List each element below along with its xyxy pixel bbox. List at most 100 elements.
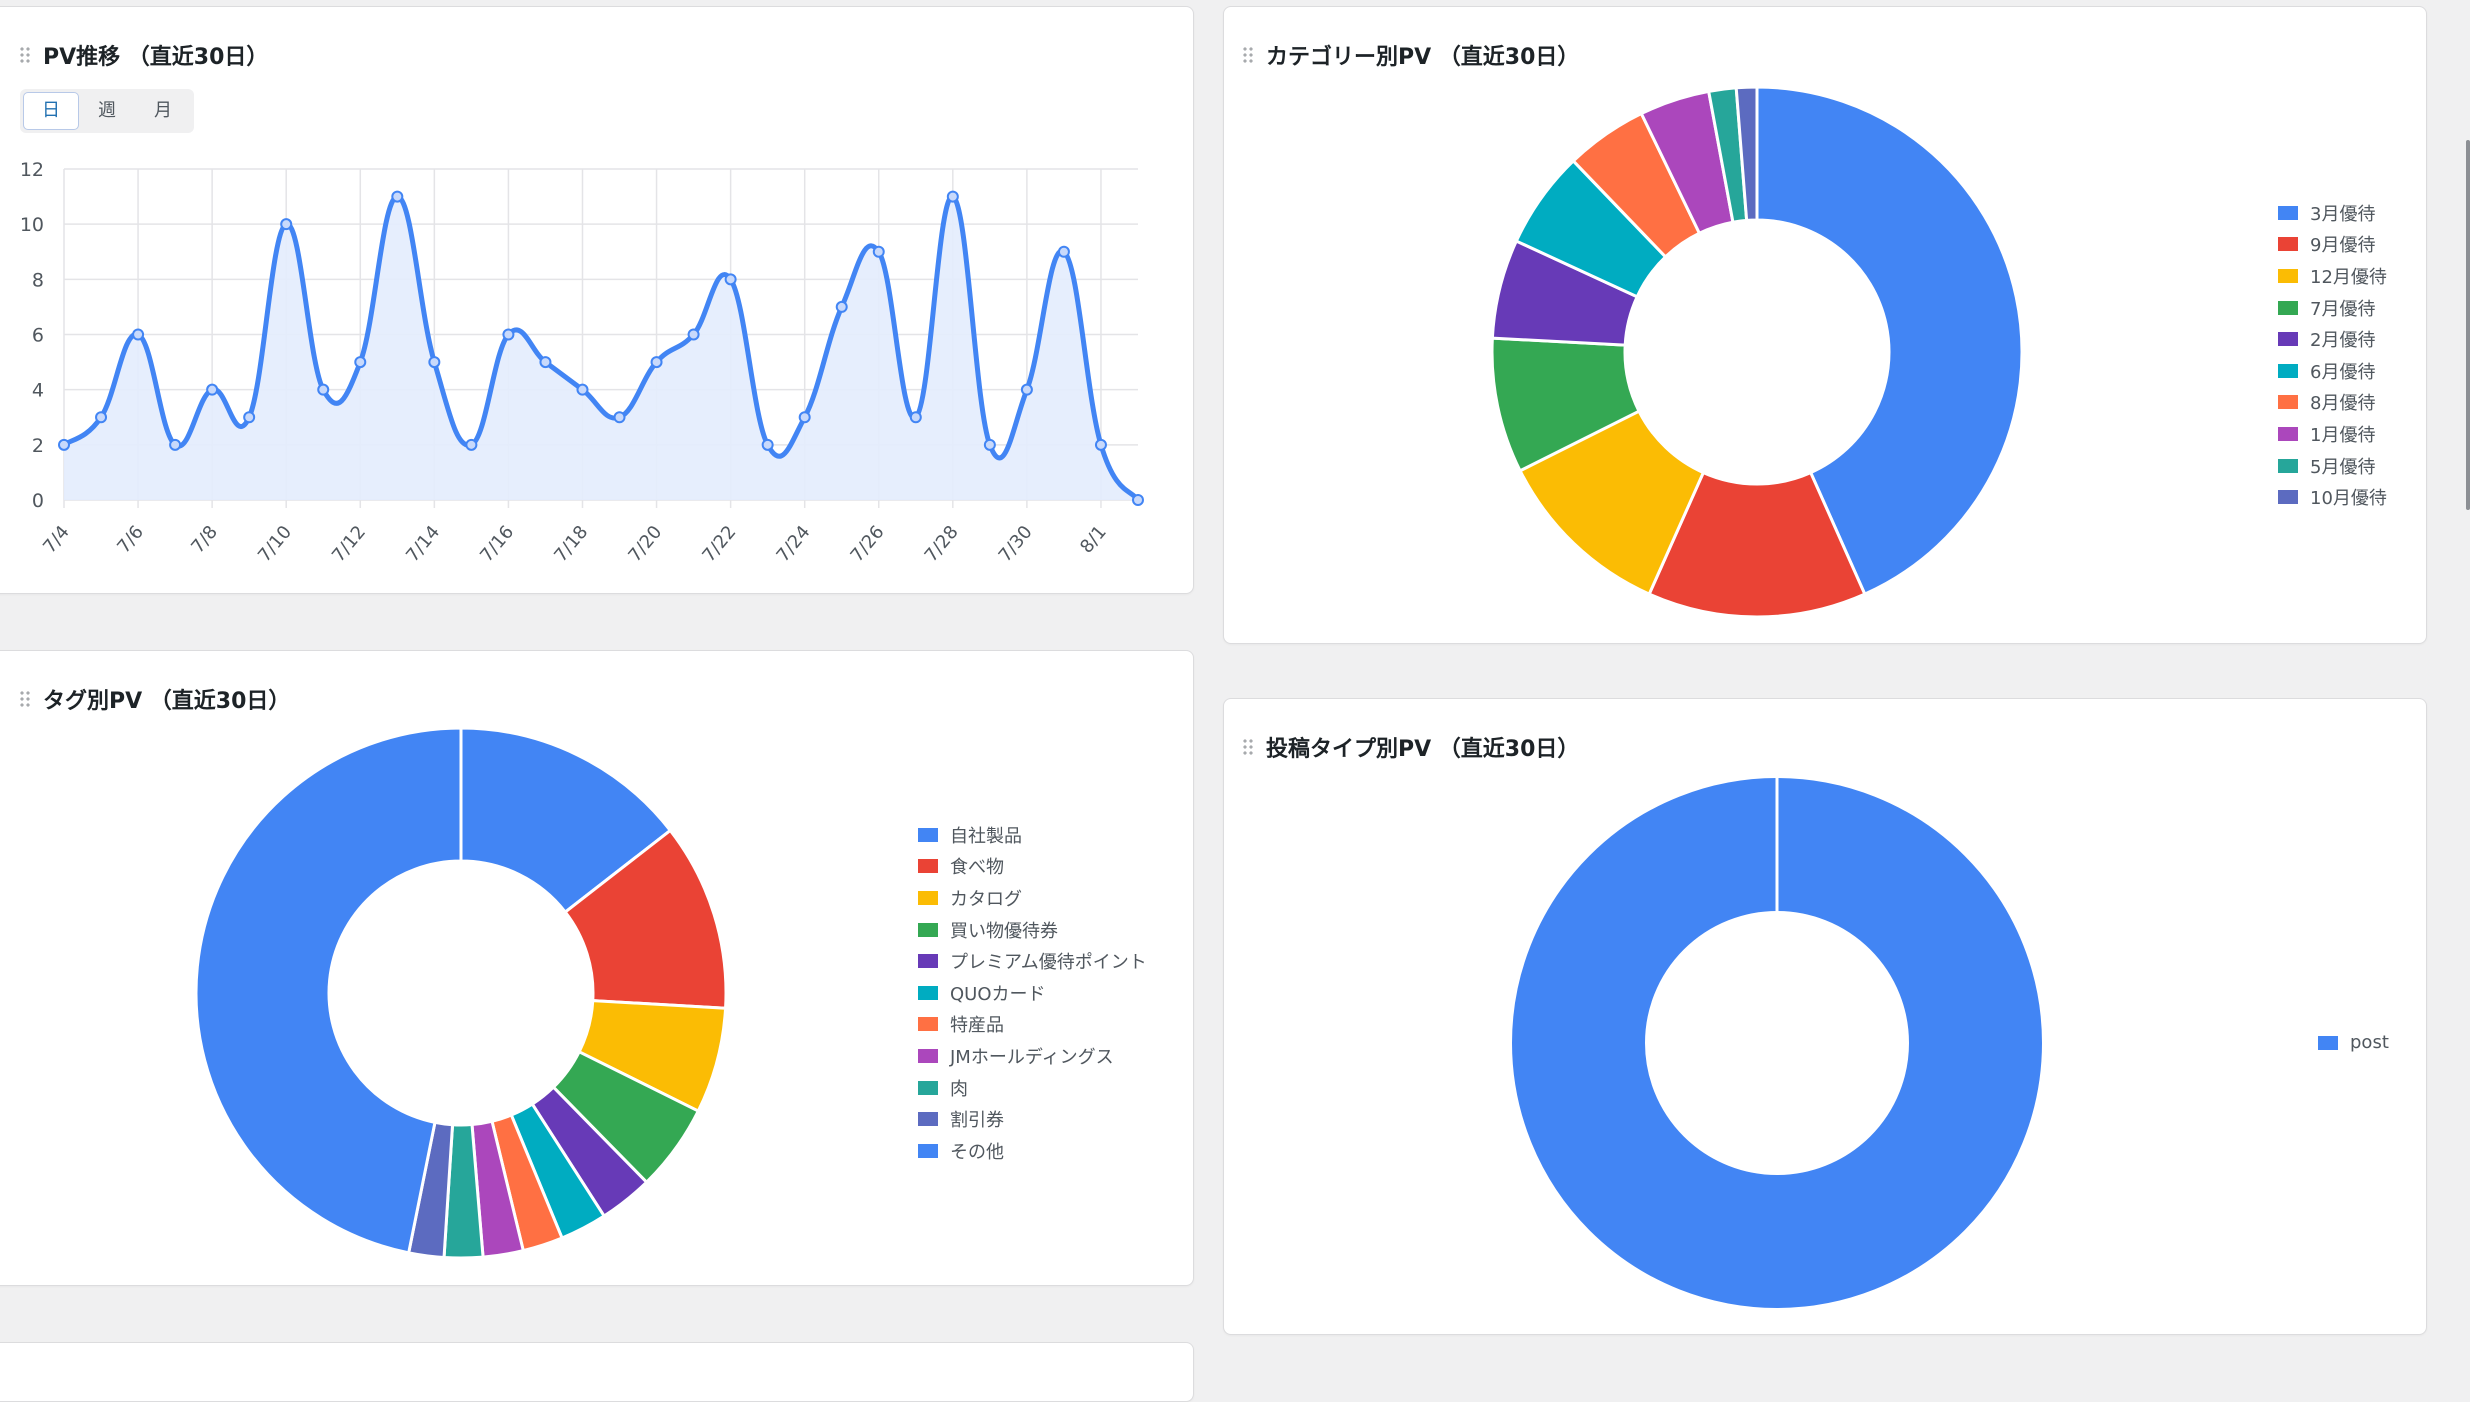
y-tick-label: 6 bbox=[32, 325, 44, 347]
legend-label: post bbox=[2350, 1032, 2389, 1054]
pv-trend-title: PV推移 （直近30日） bbox=[19, 39, 268, 71]
legend-item[interactable]: 10月優待 bbox=[2278, 481, 2387, 513]
legend-item[interactable]: 7月優待 bbox=[2278, 292, 2387, 324]
legend-item[interactable]: 5月優待 bbox=[2278, 450, 2387, 482]
donut-slice bbox=[1647, 471, 1867, 619]
pv-data-point bbox=[909, 411, 922, 424]
x-tick-label: 7/6 bbox=[113, 522, 148, 558]
legend-item[interactable]: 割引券 bbox=[918, 1103, 1147, 1135]
page-scrollbar[interactable] bbox=[2466, 140, 2470, 510]
y-tick-label: 2 bbox=[32, 435, 44, 457]
legend-swatch bbox=[918, 1048, 938, 1063]
pv-data-point bbox=[761, 438, 774, 451]
legend-item[interactable]: 6月優待 bbox=[2278, 355, 2387, 387]
post-type-chart bbox=[1512, 778, 2042, 1308]
donut-slice bbox=[1734, 85, 1759, 222]
legend-swatch bbox=[918, 1080, 938, 1095]
legend-item[interactable]: 2月優待 bbox=[2278, 323, 2387, 355]
legend-item[interactable]: 買い物優待券 bbox=[918, 914, 1147, 946]
legend-item[interactable]: プレミアム優待ポイント bbox=[918, 945, 1147, 977]
pv-data-point bbox=[354, 356, 367, 369]
pv-data-point bbox=[1132, 494, 1144, 506]
legend-label: 肉 bbox=[950, 1078, 968, 1100]
legend-item[interactable]: QUOカード bbox=[918, 977, 1147, 1009]
legend-item[interactable]: post bbox=[2318, 1027, 2389, 1059]
legend-label: 8月優待 bbox=[2310, 393, 2376, 415]
legend-swatch bbox=[918, 954, 938, 969]
legend-swatch bbox=[918, 985, 938, 1000]
category-legend: 3月優待 9月優待 12月優待 7月優待 2月優待 6月優待 8月優待 1月優待 5月優待 10月… bbox=[2278, 197, 2387, 513]
drag-handle-icon[interactable] bbox=[1242, 46, 1254, 64]
legend-item[interactable]: 12月優待 bbox=[2278, 260, 2387, 292]
legend-label: 1月優待 bbox=[2310, 424, 2376, 446]
legend-item[interactable]: その他 bbox=[918, 1135, 1147, 1167]
pv-data-point bbox=[835, 300, 848, 313]
legend-swatch bbox=[2278, 490, 2298, 505]
legend-swatch bbox=[2278, 458, 2298, 473]
pv-trend-title-text: PV推移 （直近30日） bbox=[43, 45, 269, 70]
x-tick-label: 7/8 bbox=[187, 522, 222, 558]
legend-swatch bbox=[2278, 205, 2298, 220]
y-tick-label: 4 bbox=[32, 380, 44, 402]
legend-label: 12月優待 bbox=[2310, 266, 2387, 288]
legend-item[interactable]: 1月優待 bbox=[2278, 418, 2387, 450]
legend-label: 特産品 bbox=[950, 1015, 1004, 1037]
legend-item[interactable]: 肉 bbox=[918, 1072, 1147, 1104]
legend-item[interactable]: JMホールディングス bbox=[918, 1040, 1147, 1072]
y-tick-label: 12 bbox=[20, 159, 44, 181]
category-card: カテゴリー別PV （直近30日） 3月優待 9月優待 12月優待 7月優待 2月優待 6月… bbox=[1223, 6, 2427, 644]
legend-swatch bbox=[918, 1143, 938, 1158]
tag-chart bbox=[194, 726, 728, 1260]
legend-label: プレミアム優待ポイント bbox=[950, 952, 1147, 974]
post-type-card: 投稿タイプ別PV （直近30日） post bbox=[1223, 698, 2427, 1335]
legend-item[interactable]: 特産品 bbox=[918, 1009, 1147, 1041]
pv-data-point bbox=[428, 356, 441, 369]
pv-data-point bbox=[983, 438, 996, 451]
legend-label: 買い物優待券 bbox=[950, 920, 1058, 942]
pv-data-point bbox=[58, 438, 70, 451]
x-tick-label: 7/26 bbox=[847, 522, 889, 566]
pv-data-point bbox=[650, 356, 663, 369]
legend-swatch bbox=[918, 859, 938, 874]
legend-label: 10月優待 bbox=[2310, 488, 2387, 510]
pv-data-point bbox=[169, 438, 182, 451]
drag-handle-icon[interactable] bbox=[19, 690, 31, 708]
post-type-title-text: 投稿タイプ別PV （直近30日） bbox=[1266, 737, 1580, 762]
post-type-title: 投稿タイプ別PV （直近30日） bbox=[1242, 731, 1579, 763]
period-month-button[interactable]: 月 bbox=[154, 100, 172, 121]
y-tick-label: 10 bbox=[20, 214, 44, 236]
tag-title: タグ別PV （直近30日） bbox=[19, 683, 290, 715]
legend-item[interactable]: 8月優待 bbox=[2278, 387, 2387, 419]
legend-item[interactable]: 3月優待 bbox=[2278, 197, 2387, 229]
legend-swatch bbox=[2278, 268, 2298, 283]
legend-item[interactable]: 自社製品 bbox=[918, 819, 1147, 851]
pv-data-point bbox=[132, 328, 145, 341]
period-toggle: 日 週 月 bbox=[20, 89, 194, 133]
legend-swatch bbox=[918, 890, 938, 905]
legend-item[interactable]: カタログ bbox=[918, 882, 1147, 914]
legend-swatch bbox=[918, 922, 938, 937]
x-tick-label: 7/30 bbox=[995, 522, 1037, 566]
pv-data-point bbox=[687, 328, 700, 341]
legend-label: JMホールディングス bbox=[950, 1046, 1114, 1068]
period-week-button[interactable]: 週 bbox=[98, 100, 116, 121]
period-day-button[interactable]: 日 bbox=[23, 92, 79, 130]
legend-swatch bbox=[918, 827, 938, 842]
drag-handle-icon[interactable] bbox=[19, 46, 31, 64]
legend-label: 食べ物 bbox=[950, 857, 1004, 879]
tag-card: タグ別PV （直近30日） 自社製品食べ物カタログ買い物優待券プレミアム優待ポイ… bbox=[0, 650, 1194, 1286]
y-tick-label: 8 bbox=[32, 269, 44, 291]
pv-data-point bbox=[946, 190, 959, 203]
drag-handle-icon[interactable] bbox=[1242, 738, 1254, 756]
pv-data-point bbox=[798, 411, 811, 424]
x-tick-label: 7/4 bbox=[39, 522, 74, 558]
pv-trend-card: PV推移 （直近30日） 日 週 月 0 2 4 6 8 10 12 7/4 7/6 7/8 7/1… bbox=[0, 6, 1194, 594]
pv-data-point bbox=[872, 245, 885, 258]
legend-item[interactable]: 食べ物 bbox=[918, 851, 1147, 883]
legend-label: QUOカード bbox=[950, 983, 1046, 1005]
legend-item[interactable]: 9月優待 bbox=[2278, 229, 2387, 261]
pv-trend-chart: 0 2 4 6 8 10 12 7/4 7/6 7/8 7/10 7/12 7/14 7/16 7/18 7/… bbox=[20, 159, 1144, 566]
legend-swatch bbox=[2278, 426, 2298, 441]
legend-label: 7月優待 bbox=[2310, 298, 2376, 320]
pv-data-point bbox=[391, 190, 404, 203]
